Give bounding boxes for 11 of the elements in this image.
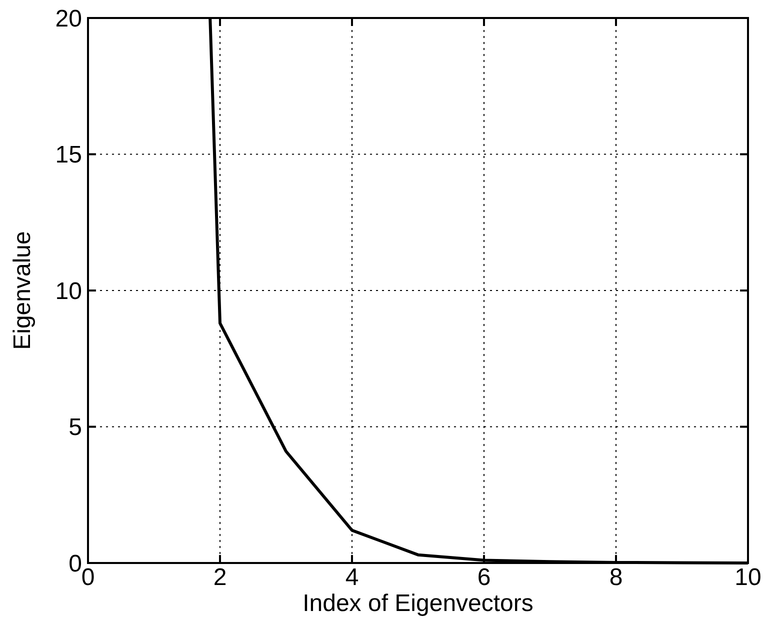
y-tick-label: 5	[68, 414, 82, 442]
y-axis-title: Eigenvalue	[9, 231, 36, 350]
x-tick-label: 4	[345, 564, 359, 591]
x-tick-label: 8	[609, 564, 623, 591]
y-tick-label: 15	[55, 142, 82, 169]
y-tick-label: 10	[55, 278, 82, 305]
x-tick-label: 10	[734, 564, 762, 591]
x-tick-label: 6	[477, 564, 491, 591]
x-axis-title: Index of Eigenvectors	[302, 590, 534, 617]
x-tick-label: 2	[213, 564, 227, 591]
y-tick-label: 20	[55, 5, 82, 32]
